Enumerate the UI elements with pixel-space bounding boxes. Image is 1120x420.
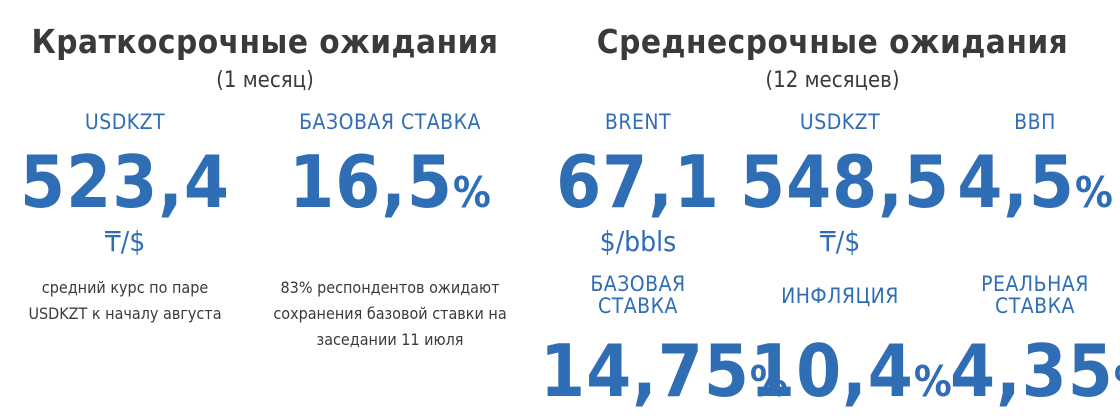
inflation-label: ИНФЛЯЦИЯ — [781, 284, 899, 308]
short-usdkzt-note: средний курс по паре USDKZT к началу авг… — [28, 278, 222, 323]
gdp-value: 4,5% — [957, 140, 1113, 224]
medium-base-rate-label: БАЗОВАЯ СТАВКА — [590, 272, 686, 318]
short-base-rate-label: БАЗОВАЯ СТАВКА — [299, 110, 481, 134]
gdp-label: ВВП — [1014, 110, 1056, 134]
short-base-rate-value: 16,5% — [289, 140, 491, 224]
medium-base-rate-value: 14,75% — [540, 329, 788, 413]
real-rate-value: 4,35% — [950, 329, 1120, 413]
brent-unit: $/bbls — [599, 225, 677, 258]
short-base-rate-note: 83% респондентов ожидают сохранения базо… — [273, 278, 507, 349]
real-rate-label: РЕАЛЬНАЯ СТАВКА — [981, 272, 1089, 318]
inflation-value: 10,4% — [750, 329, 952, 413]
medium-term-subtitle: (12 месяцев) — [765, 68, 900, 93]
medium-term-title: Среднесрочные ожидания — [596, 22, 1069, 61]
short-term-subtitle: (1 месяц) — [216, 68, 314, 93]
medium-usdkzt-label: USDKZT — [799, 110, 881, 134]
brent-value: 67,1 — [556, 140, 720, 224]
medium-usdkzt-value: 548,5 — [740, 140, 950, 224]
brent-label: BRENT — [604, 110, 672, 134]
medium-usdkzt-unit: ₸/$ — [819, 225, 861, 258]
short-usdkzt-value: 523,4 — [20, 140, 230, 224]
short-usdkzt-label: USDKZT — [84, 110, 166, 134]
short-usdkzt-unit: ₸/$ — [104, 225, 146, 258]
short-term-title: Краткосрочные ожидания — [31, 22, 499, 61]
